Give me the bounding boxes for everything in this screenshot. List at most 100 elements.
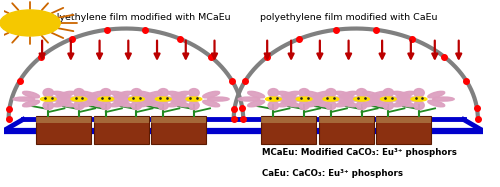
Ellipse shape: [13, 97, 34, 101]
Ellipse shape: [370, 100, 388, 107]
Ellipse shape: [172, 100, 189, 107]
Ellipse shape: [278, 100, 295, 107]
Ellipse shape: [326, 89, 336, 97]
Ellipse shape: [62, 97, 84, 101]
Ellipse shape: [80, 100, 97, 107]
Ellipse shape: [22, 100, 40, 107]
Ellipse shape: [380, 97, 396, 101]
Ellipse shape: [326, 101, 336, 110]
Ellipse shape: [313, 100, 330, 107]
Ellipse shape: [22, 91, 40, 98]
Ellipse shape: [344, 97, 366, 101]
Ellipse shape: [375, 97, 396, 101]
Text: CaEu: CaCO₃: Eu³⁺ phosphors: CaEu: CaCO₃: Eu³⁺ phosphors: [262, 169, 404, 178]
Ellipse shape: [340, 91, 356, 98]
Ellipse shape: [40, 97, 56, 101]
Ellipse shape: [70, 97, 92, 101]
Ellipse shape: [384, 97, 406, 101]
Ellipse shape: [186, 97, 202, 101]
Ellipse shape: [114, 100, 132, 107]
Ellipse shape: [299, 101, 310, 110]
Ellipse shape: [428, 100, 444, 107]
Ellipse shape: [202, 100, 220, 107]
Ellipse shape: [432, 97, 454, 101]
Ellipse shape: [326, 97, 348, 101]
FancyBboxPatch shape: [94, 117, 148, 123]
Ellipse shape: [323, 97, 339, 101]
FancyBboxPatch shape: [318, 117, 374, 123]
Ellipse shape: [414, 101, 424, 110]
Ellipse shape: [238, 97, 260, 101]
Ellipse shape: [150, 97, 172, 101]
Ellipse shape: [145, 91, 162, 98]
Ellipse shape: [138, 100, 154, 107]
Ellipse shape: [411, 97, 427, 101]
Ellipse shape: [305, 100, 322, 107]
Ellipse shape: [98, 97, 114, 101]
Ellipse shape: [128, 97, 150, 101]
FancyBboxPatch shape: [261, 117, 316, 123]
Ellipse shape: [393, 100, 410, 107]
Ellipse shape: [53, 100, 70, 107]
Ellipse shape: [340, 100, 356, 107]
Ellipse shape: [110, 91, 128, 98]
Ellipse shape: [336, 100, 352, 107]
Ellipse shape: [202, 91, 220, 98]
Ellipse shape: [156, 97, 171, 101]
Ellipse shape: [296, 97, 317, 101]
Ellipse shape: [92, 97, 114, 101]
Ellipse shape: [158, 97, 180, 101]
Ellipse shape: [80, 91, 97, 98]
Ellipse shape: [356, 89, 367, 97]
Ellipse shape: [269, 97, 290, 101]
FancyBboxPatch shape: [94, 116, 148, 144]
Ellipse shape: [393, 91, 410, 98]
FancyBboxPatch shape: [376, 117, 431, 123]
Ellipse shape: [299, 89, 310, 97]
Ellipse shape: [208, 97, 229, 101]
Ellipse shape: [88, 91, 104, 98]
FancyBboxPatch shape: [261, 116, 316, 144]
Ellipse shape: [383, 101, 394, 110]
Ellipse shape: [188, 89, 199, 97]
FancyBboxPatch shape: [151, 117, 206, 123]
Ellipse shape: [428, 91, 444, 98]
Ellipse shape: [128, 97, 144, 101]
Ellipse shape: [100, 89, 111, 97]
Ellipse shape: [278, 91, 295, 98]
Ellipse shape: [145, 100, 162, 107]
Ellipse shape: [318, 97, 340, 101]
Ellipse shape: [370, 91, 388, 98]
Ellipse shape: [172, 91, 189, 98]
Ellipse shape: [397, 100, 414, 107]
Ellipse shape: [268, 101, 278, 110]
Ellipse shape: [188, 101, 199, 110]
Ellipse shape: [168, 100, 185, 107]
Ellipse shape: [158, 101, 168, 110]
Ellipse shape: [356, 101, 367, 110]
Ellipse shape: [101, 97, 123, 101]
Text: polyethylene film modified with MCaEu: polyethylene film modified with MCaEu: [45, 13, 230, 22]
Text: polyethylene film modified with CaEu: polyethylene film modified with CaEu: [260, 13, 438, 22]
Ellipse shape: [44, 97, 66, 101]
Ellipse shape: [362, 91, 380, 98]
Ellipse shape: [57, 100, 74, 107]
FancyBboxPatch shape: [36, 117, 91, 123]
Ellipse shape: [131, 101, 141, 110]
Ellipse shape: [248, 100, 264, 107]
Ellipse shape: [268, 89, 278, 97]
Ellipse shape: [177, 97, 199, 101]
Text: MCaEu: Modified CaCO₃: Eu³⁺ phosphors: MCaEu: Modified CaCO₃: Eu³⁺ phosphors: [262, 148, 458, 157]
Ellipse shape: [414, 89, 424, 97]
FancyBboxPatch shape: [36, 116, 91, 144]
Ellipse shape: [282, 100, 299, 107]
Ellipse shape: [296, 97, 312, 101]
FancyBboxPatch shape: [318, 116, 374, 144]
Ellipse shape: [71, 97, 87, 101]
Ellipse shape: [313, 91, 330, 98]
Ellipse shape: [354, 97, 370, 101]
Ellipse shape: [362, 100, 380, 107]
Ellipse shape: [287, 97, 308, 101]
Ellipse shape: [336, 91, 352, 98]
Ellipse shape: [138, 91, 154, 98]
